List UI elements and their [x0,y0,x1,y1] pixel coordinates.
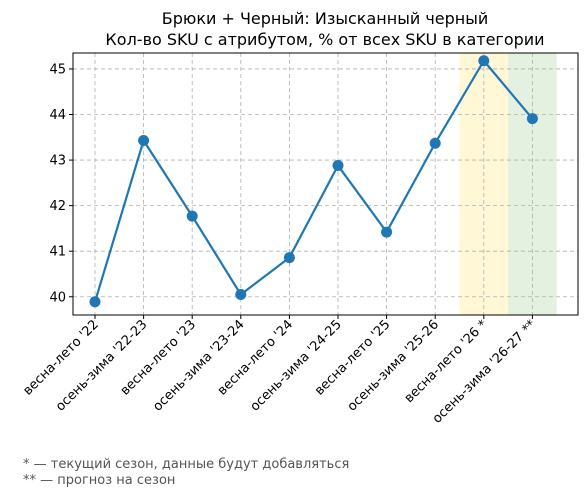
data-point [478,55,490,67]
data-point [332,160,344,172]
grid-lines [73,53,578,315]
y-tick-label: 43 [49,154,66,169]
chart-title: Брюки + Черный: Изысканный черный [161,9,489,28]
data-point [186,210,198,222]
data-point [381,226,393,238]
y-tick-label: 45 [49,62,66,77]
data-point [138,134,150,146]
y-tick-label: 44 [49,108,66,123]
y-tick-label: 41 [49,245,66,260]
data-point [235,288,247,300]
footnote-forecast: ** — прогноз на сезон [23,473,176,488]
series-line [89,55,538,308]
y-tick-label: 40 [49,290,66,305]
data-point [429,137,441,149]
x-tick-label: осень-зима '23-24 [150,317,247,414]
highlight-bands [459,53,557,315]
data-point [89,296,101,308]
highlight-band-0 [459,53,509,315]
x-tick-label: осень-зима '25-26 [345,317,442,414]
data-point [526,113,538,125]
y-tick-label: 42 [49,199,66,214]
series-line-path [93,59,534,303]
plot-frame [72,52,579,316]
y-axis: 40 41 42 43 44 45 [49,62,73,305]
x-tick-label: осень-зима '24-25 [248,317,345,414]
x-tick-label: весна-лето '26 * [402,317,491,406]
footnote-current-season: * — текущий сезон, данные будут добавлят… [23,457,350,472]
data-point [283,252,295,264]
chart-subtitle: Кол-во SKU с атрибутом, % от всех SKU в … [105,30,545,49]
x-tick-label: осень-зима '22-23 [53,317,150,414]
highlight-band-1 [508,53,557,315]
